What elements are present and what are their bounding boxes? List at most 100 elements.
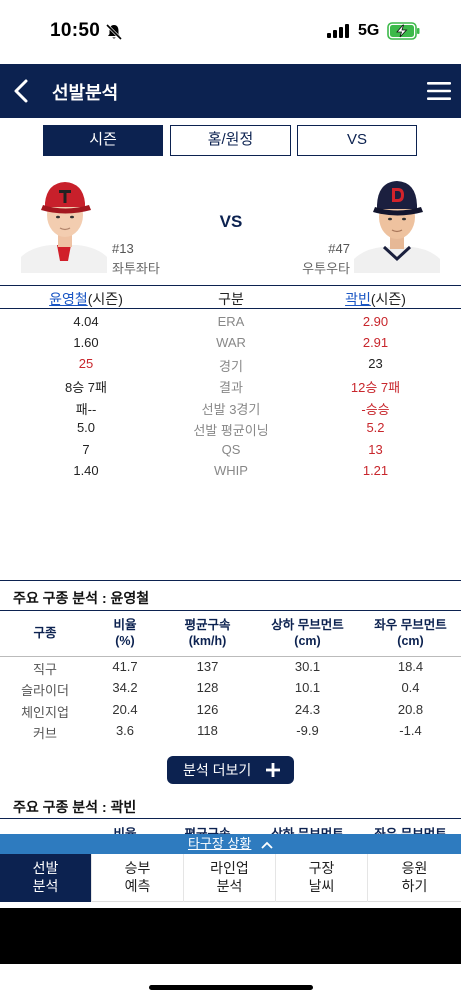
pitch-row: 슬라이더 34.2 128 10.1 0.4 [0,678,461,699]
left-player-photo [21,177,107,273]
stat-left-value: 7 [82,442,90,457]
pitch-horizontal: -1.4 [399,723,422,738]
pitch-ratio: 20.4 [112,702,138,717]
pitch-speed: 126 [196,702,219,717]
pitch-ratio: 34.2 [112,680,138,695]
nav-label-line2: 하기 [401,878,428,894]
pitch-col-speed-line2: (km/h) [188,634,227,648]
stat-row-era: 4.04 ERA 2.90 [0,312,461,333]
stat-label: WAR [216,335,246,350]
pitch-col-type: 구종 [33,626,57,640]
battery-charging-icon [387,22,420,40]
nav-label-line2: 분석 [216,878,243,894]
stat-row-qs: 7 QS 13 [0,440,461,461]
stats-header: 윤영철(시즌) 구분 곽빈(시즌) [0,285,461,309]
left-player-number: #13 [112,241,134,256]
home-indicator[interactable] [149,985,313,990]
stat-left-value: 패-- [75,402,97,417]
pitch-col-vertical-line2: (cm) [294,634,321,648]
other-stadiums-bar[interactable]: 타구장 상황 [0,834,461,854]
pitch-speed: 137 [196,659,219,674]
tab-season[interactable]: 시즌 [43,125,163,156]
tab-vs[interactable]: VS [297,125,417,156]
pitch-table-header: 구종 비율 (%) 평균구속 (km/h) 상하 무브먼트 (cm) 좌우 무브먼트 (… [0,610,461,657]
pitch-col-ratio-2: 비율 [113,827,137,834]
nav-lineup-analysis[interactable]: 라인업 분석 [184,854,276,902]
stat-right-value: 13 [368,442,383,457]
other-stadiums-label: 타구장 상황 [187,836,252,851]
left-player-name-link[interactable]: 윤영철 [49,291,88,307]
pitch-analysis-title: 주요 구종 분석 : 윤영철 [13,590,150,606]
app-header: 선발분석 [0,64,461,118]
nav-starter-analysis[interactable]: 선발 분석 [0,854,92,902]
stat-label: 결과 [219,380,243,395]
stat-right-value: 5.2 [366,420,385,435]
nav-label-line2: 날씨 [308,878,335,894]
more-analysis-label: 분석 더보기 [183,762,252,778]
pitch-col-horizontal-line2: (cm) [397,634,424,648]
pitch-ratio: 41.7 [112,659,138,674]
pitch-col-ratio-line1: 비율 [113,618,137,632]
nav-cheer[interactable]: 응원 하기 [368,854,461,902]
stat-label: ERA [217,314,245,329]
back-arrow-icon[interactable] [12,78,32,104]
pitch-type: 체인지업 [21,705,69,720]
stat-right-value: 1.21 [362,463,389,478]
nav-label-line1: 응원 [401,860,428,876]
pitch-col-speed-2: 평균구속 [184,827,231,834]
stat-label: WHIP [214,463,248,478]
stat-left-value: 8승 7패 [65,380,107,395]
pitch-vertical: 24.3 [294,702,321,717]
right-player-hand: 우투우타 [302,261,350,276]
pitch-speed: 118 [197,723,218,738]
section-divider [0,580,461,581]
pitch-col-horizontal-line1: 좌우 무브먼트 [374,618,447,632]
pitch-row: 커브 3.6 118 -9.9 -1.4 [0,721,461,742]
more-analysis-button[interactable]: 분석 더보기 [167,756,294,784]
pitch-speed: 128 [196,680,219,695]
hamburger-menu-icon[interactable] [427,80,451,102]
nav-label-line1: 구장 [308,860,335,876]
stat-label: 경기 [219,359,243,374]
bottom-black-area [0,908,461,964]
filter-tabs: 시즌 홈/원정 VS [43,125,419,156]
pitch-horizontal: 20.8 [397,702,424,717]
network-type: 5G [358,22,380,39]
right-player-name-link[interactable]: 곽빈 [345,291,371,307]
left-player-heading: 윤영철(시즌) [0,289,172,309]
right-player-number: #47 [328,241,350,256]
page-title: 선발분석 [52,83,119,103]
stat-left-value: 4.04 [73,314,99,329]
tab-home-away[interactable]: 홈/원정 [170,125,291,156]
stat-label: 선발 평균이닝 [193,423,269,438]
plus-icon [266,763,280,777]
pitch-table-header-2: 비율 평균구속 상하 무브먼트 좌우 무브먼트 [0,822,461,834]
pitch-col-ratio-line2: (%) [115,634,135,648]
nav-match-prediction[interactable]: 승부 예측 [92,854,184,902]
stat-label: 선발 3경기 [201,402,261,417]
signal-icon [327,24,349,38]
stat-left-value: 1.40 [73,463,99,478]
nav-stadium-weather[interactable]: 구장 날씨 [276,854,368,902]
pitch-vertical: 10.1 [294,680,321,695]
stat-right-value: 12승 7패 [350,380,401,395]
stat-row-whip: 1.40 WHIP 1.21 [0,461,461,482]
pitch-col-horizontal: 좌우 무브먼트 (cm) [360,617,461,649]
stat-row-last3: 패-- 선발 3경기 -승승 [0,397,461,418]
pitch-col-ratio: 비율 (%) [90,617,160,649]
status-time: 10:50 [50,20,101,41]
bell-slash-icon [105,23,123,41]
stat-right-value: -승승 [361,402,390,417]
vs-label: VS [219,212,243,231]
section-divider [0,818,461,819]
pitch-row: 직구 41.7 137 30.1 18.4 [0,657,461,678]
pitch-vertical: -9.9 [296,723,319,738]
nav-label-line1: 선발 [32,860,59,876]
stat-left-value: 5.0 [76,420,96,435]
pitch-row: 체인지업 20.4 126 24.3 20.8 [0,700,461,721]
stat-left-value: 25 [78,356,94,371]
nav-label-line1: 라인업 [210,860,249,876]
stats-category-heading: 구분 [218,291,244,307]
right-player-photo [354,177,440,273]
pitch-col-horizontal-2: 좌우 무브먼트 [374,827,447,834]
